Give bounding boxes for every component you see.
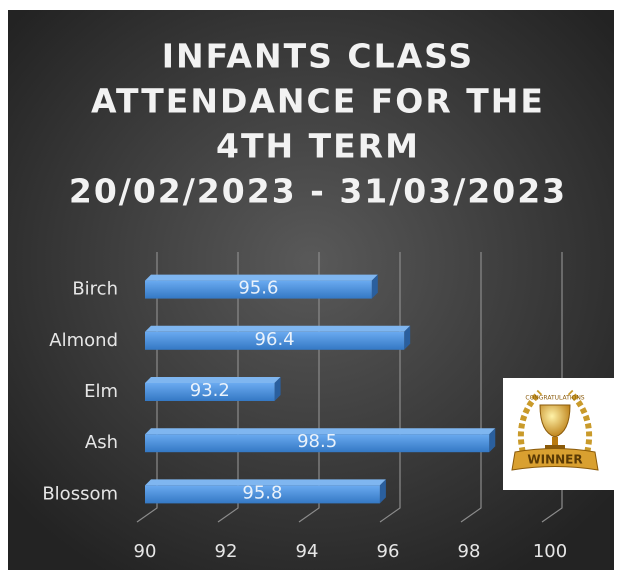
x-tick-label: 96 — [377, 541, 400, 562]
value-label: 95.8 — [242, 482, 282, 503]
chart: INFANTS CLASS ATTENDANCE FOR THE 4TH TERM 2… — [0, 0, 622, 580]
value-label: 95.6 — [238, 278, 278, 299]
y-tick-label: Ash — [85, 432, 118, 453]
x-tick-label: 92 — [215, 541, 238, 562]
x-tick-label: 98 — [458, 541, 481, 562]
chart-title: 20/02/2023 - 31/03/2023 — [69, 172, 567, 211]
chart-title: 4TH TERM — [216, 127, 420, 166]
chart-title: INFANTS CLASS — [162, 37, 474, 76]
badge-text: WINNER — [527, 453, 582, 467]
winner-badge: CONGRATULATIONS WINNER — [503, 378, 617, 490]
x-tick-label: 94 — [296, 541, 319, 562]
badge-top-text: CONGRATULATIONS — [525, 395, 584, 402]
x-tick-label: 90 — [134, 541, 157, 562]
y-tick-label: Blossom — [42, 483, 118, 504]
x-tick-label: 100 — [533, 541, 567, 562]
value-label: 93.2 — [190, 380, 230, 401]
value-label: 98.5 — [297, 431, 337, 452]
value-label: 96.4 — [255, 329, 295, 350]
trophy-stem — [552, 437, 558, 445]
y-tick-label: Birch — [72, 279, 118, 300]
chart-title: ATTENDANCE FOR THE — [91, 82, 545, 121]
y-tick-label: Almond — [49, 330, 118, 351]
y-tick-label: Elm — [84, 381, 118, 402]
